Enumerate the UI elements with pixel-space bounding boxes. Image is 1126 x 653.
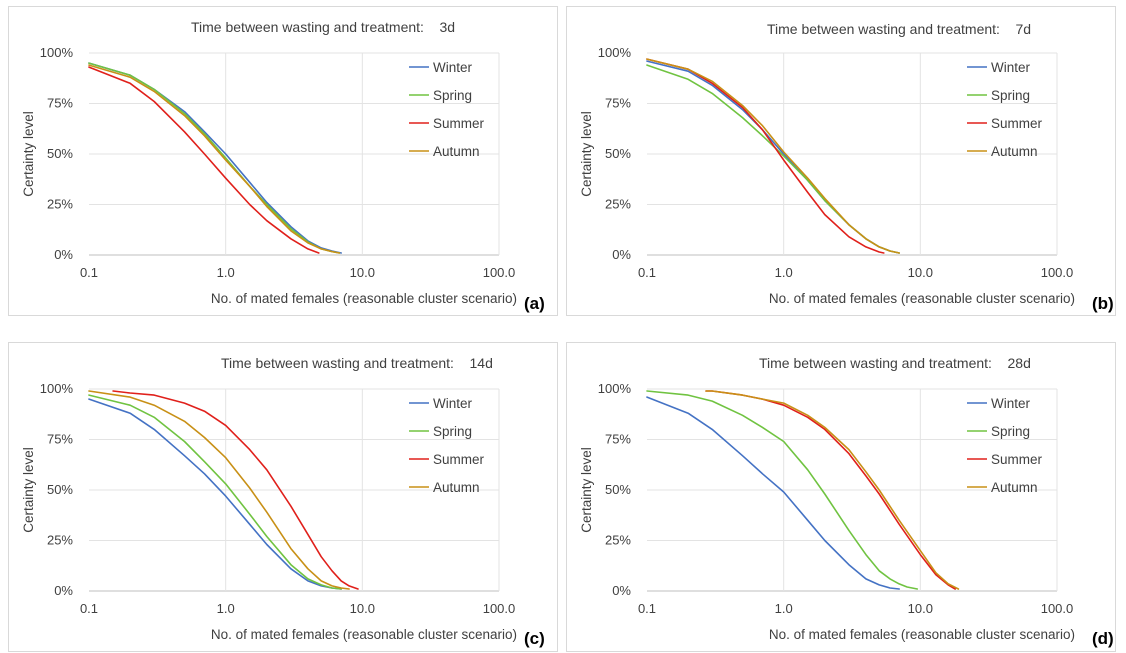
legend-label-autumn: Autumn xyxy=(991,144,1038,159)
y-tick-label: 75% xyxy=(605,96,631,111)
x-axis-label: No. of mated females (reasonable cluster… xyxy=(211,627,517,642)
y-tick-label: 25% xyxy=(47,533,73,548)
y-tick-label: 75% xyxy=(47,96,73,111)
series-line-summer xyxy=(112,390,359,590)
y-tick-label: 100% xyxy=(40,45,74,60)
legend-label-winter: Winter xyxy=(433,396,473,411)
y-tick-label: 75% xyxy=(47,432,73,447)
legend-label-summer: Summer xyxy=(433,452,485,467)
chart-plot: 0% 25% 50% 75% 100% 0.1 1.0 10.0 100.0 No. of mat… xyxy=(579,45,1075,306)
series-line-autumn xyxy=(646,58,900,254)
y-tick-label: 50% xyxy=(605,146,631,161)
legend-label-spring: Spring xyxy=(433,424,472,439)
chart-panel-d: Time between wasting and treatment: 28d … xyxy=(566,342,1116,652)
y-tick-label: 100% xyxy=(598,381,632,396)
legend-label-summer: Summer xyxy=(991,452,1043,467)
panel-title: Time between wasting and treatment: 14d xyxy=(221,355,493,371)
series-line-spring xyxy=(88,62,341,254)
legend-label-autumn: Autumn xyxy=(991,480,1038,495)
x-tick-label: 1.0 xyxy=(217,265,235,280)
legend-label-summer: Summer xyxy=(433,116,485,131)
y-tick-label: 50% xyxy=(47,146,73,161)
y-axis-label: Certainty level xyxy=(21,111,36,197)
series-line-autumn xyxy=(705,390,960,590)
panel-title: Time between wasting and treatment: 3d xyxy=(191,19,456,35)
panel-label: (c) xyxy=(524,629,545,648)
panel-label: (a) xyxy=(524,294,545,313)
y-axis-label: Certainty level xyxy=(579,111,594,197)
legend-label-winter: Winter xyxy=(433,60,473,75)
series-line-winter xyxy=(88,398,342,590)
x-tick-label: 0.1 xyxy=(638,265,656,280)
y-tick-label: 100% xyxy=(40,381,74,396)
x-tick-label: 0.1 xyxy=(80,265,98,280)
x-tick-label: 0.1 xyxy=(638,601,656,616)
y-axis-label: Certainty level xyxy=(579,447,594,533)
chart-plot: 0% 25% 50% 75% 100% 0.1 1.0 10.0 100.0 No. of mat… xyxy=(21,381,517,642)
y-tick-label: 25% xyxy=(605,197,631,212)
x-tick-label: 100.0 xyxy=(1041,265,1074,280)
legend-label-spring: Spring xyxy=(991,424,1030,439)
y-tick-label: 75% xyxy=(605,432,631,447)
x-tick-label: 1.0 xyxy=(217,601,235,616)
x-axis-label: No. of mated females (reasonable cluster… xyxy=(211,291,517,306)
y-tick-label: 50% xyxy=(605,482,631,497)
series-line-autumn xyxy=(88,390,350,590)
chart-plot: 0% 25% 50% 75% 100% 0.1 1.0 10.0 100.0 No. of mat… xyxy=(579,381,1075,642)
legend-label-spring: Spring xyxy=(991,88,1030,103)
series-line-winter xyxy=(88,62,342,254)
y-tick-label: 25% xyxy=(47,197,73,212)
x-tick-label: 100.0 xyxy=(483,601,516,616)
chart-panel-c: Time between wasting and treatment: 14d … xyxy=(8,342,558,652)
panel-label: (b) xyxy=(1092,294,1114,313)
series-line-winter xyxy=(646,396,900,590)
chart-panel-b: Time between wasting and treatment: 7d 0… xyxy=(566,6,1116,316)
series-line-spring xyxy=(88,394,342,590)
x-tick-label: 100.0 xyxy=(483,265,516,280)
x-tick-label: 100.0 xyxy=(1041,601,1074,616)
series-line-summer xyxy=(88,66,320,254)
x-tick-label: 1.0 xyxy=(775,265,793,280)
x-axis-label: No. of mated females (reasonable cluster… xyxy=(769,627,1075,642)
panel-title: Time between wasting and treatment: 7d xyxy=(767,21,1032,37)
y-tick-label: 100% xyxy=(598,45,632,60)
series-line-winter xyxy=(646,60,900,254)
series-line-autumn xyxy=(88,64,341,254)
x-tick-label: 10.0 xyxy=(908,265,933,280)
y-tick-label: 25% xyxy=(605,533,631,548)
legend-label-winter: Winter xyxy=(991,60,1031,75)
y-tick-label: 0% xyxy=(612,247,631,262)
legend-label-autumn: Autumn xyxy=(433,144,480,159)
x-axis-label: No. of mated females (reasonable cluster… xyxy=(769,291,1075,306)
x-tick-label: 10.0 xyxy=(350,265,375,280)
x-tick-label: 10.0 xyxy=(350,601,375,616)
series-line-spring xyxy=(646,390,919,590)
y-tick-label: 0% xyxy=(54,583,73,598)
series-line-summer xyxy=(646,58,885,254)
chart-plot: 0% 25% 50% 75% 100% 0.1 1.0 10.0 100.0 No. of mat… xyxy=(21,45,517,306)
x-tick-label: 10.0 xyxy=(908,601,933,616)
y-axis-label: Certainty level xyxy=(21,447,36,533)
legend-label-winter: Winter xyxy=(991,396,1031,411)
legend-label-summer: Summer xyxy=(991,116,1043,131)
y-tick-label: 0% xyxy=(54,247,73,262)
y-tick-label: 50% xyxy=(47,482,73,497)
y-tick-label: 0% xyxy=(612,583,631,598)
panel-label: (d) xyxy=(1092,629,1114,648)
x-tick-label: 1.0 xyxy=(775,601,793,616)
series-line-spring xyxy=(646,64,900,254)
legend-label-spring: Spring xyxy=(433,88,472,103)
legend-label-autumn: Autumn xyxy=(433,480,480,495)
panel-title: Time between wasting and treatment: 28d xyxy=(759,355,1031,371)
x-tick-label: 0.1 xyxy=(80,601,98,616)
chart-panel-a: Time between wasting and treatment: 3d 0… xyxy=(8,6,558,316)
